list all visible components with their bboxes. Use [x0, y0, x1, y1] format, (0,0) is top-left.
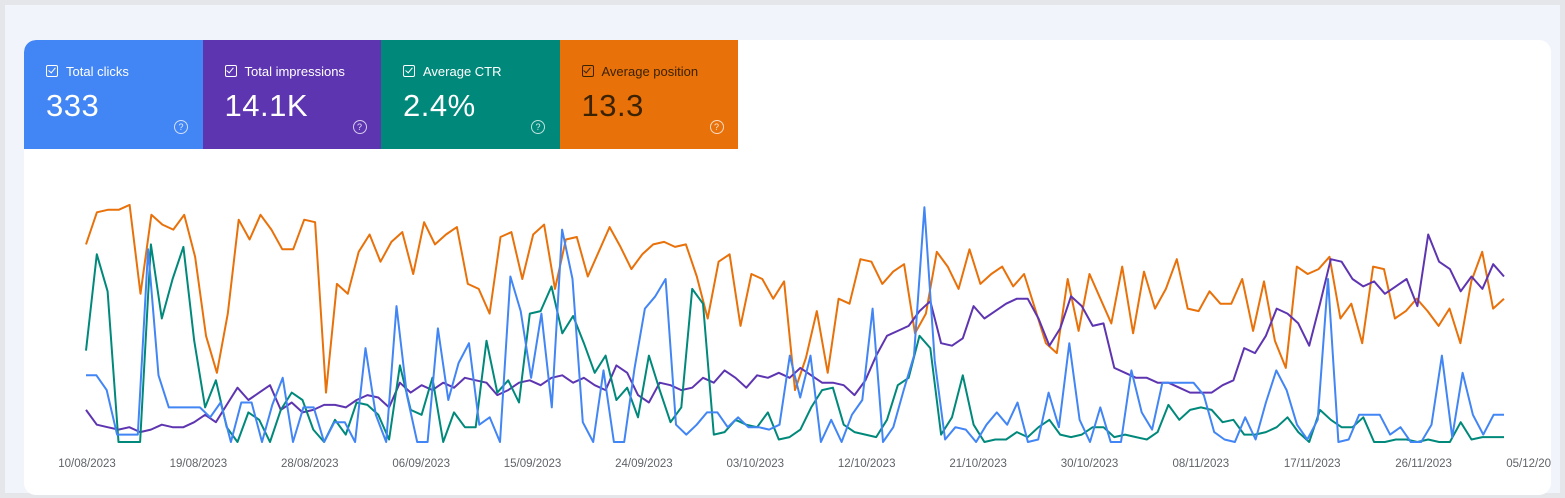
series-line-total-clicks — [86, 206, 1504, 443]
checkbox-checked-icon[interactable] — [403, 65, 415, 77]
metric-tile-average-ctr[interactable]: Average CTR 2.4% ? — [381, 40, 560, 149]
page-frame: Total clicks 333 ? Total impressions 14.… — [5, 5, 1560, 495]
metric-label: Total clicks — [66, 64, 129, 79]
metric-label: Total impressions — [244, 64, 345, 79]
x-tick-label: 19/08/2023 — [170, 458, 228, 470]
metric-tile-average-position[interactable]: Average position 13.3 ? — [559, 40, 738, 149]
performance-card: Total clicks 333 ? Total impressions 14.… — [24, 40, 1551, 495]
series-layer — [85, 203, 1505, 443]
metric-value: 2.4% — [403, 88, 476, 123]
x-tick-label: 21/10/2023 — [949, 458, 1007, 470]
x-tick-label: 28/08/2023 — [281, 458, 339, 470]
x-tick-label: 26/11/2023 — [1395, 458, 1452, 470]
x-tick-label: 30/10/2023 — [1061, 458, 1119, 470]
metric-value: 14.1K — [224, 88, 309, 123]
checkbox-checked-icon[interactable] — [46, 65, 58, 77]
metric-tile-total-clicks[interactable]: Total clicks 333 ? — [24, 40, 203, 149]
metric-value: 333 — [46, 88, 100, 123]
x-tick-label: 12/10/2023 — [838, 458, 896, 470]
metric-tile-total-impressions[interactable]: Total impressions 14.1K ? — [202, 40, 381, 149]
x-tick-label: 03/10/2023 — [727, 458, 785, 470]
checkbox-checked-icon[interactable] — [581, 65, 594, 77]
performance-line-chart: 10/08/2023 19/08/2023 28/08/2023 06/09/2023… — [58, 203, 1551, 470]
help-icon[interactable]: ? — [352, 120, 367, 134]
metric-label: Average CTR — [423, 64, 502, 79]
x-axis-labels: 10/08/2023 19/08/2023 28/08/2023 06/09/2023… — [58, 458, 1551, 470]
x-tick-label: 15/09/2023 — [504, 458, 562, 470]
help-icon[interactable]: ? — [709, 120, 724, 134]
x-tick-label: 17/11/2023 — [1284, 458, 1341, 470]
checkbox-checked-icon[interactable] — [224, 65, 237, 77]
series-line-average-ctr — [85, 243, 1504, 443]
x-tick-label: 24/09/2023 — [615, 458, 673, 470]
x-tick-label: 06/09/2023 — [392, 458, 450, 470]
metric-tiles: Total clicks 333 ? Total impressions 14.… — [24, 40, 738, 149]
x-tick-label: 10/08/2023 — [58, 458, 116, 470]
help-icon[interactable]: ? — [174, 120, 188, 134]
metric-value: 13.3 — [581, 88, 644, 123]
help-icon[interactable]: ? — [531, 120, 545, 134]
metric-label: Average position — [601, 64, 699, 79]
series-line-average-position — [85, 203, 1505, 394]
x-tick-label: 08/11/2023 — [1172, 458, 1229, 470]
x-tick-label: 05/12/2023 — [1506, 458, 1551, 470]
